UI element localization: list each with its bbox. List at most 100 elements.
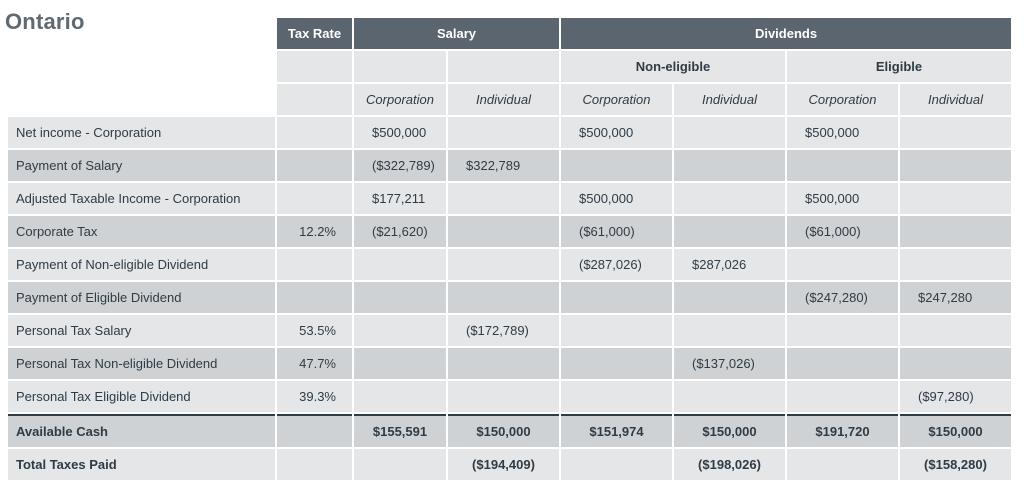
subheader-cell: Individual bbox=[674, 84, 785, 115]
value-cell bbox=[787, 150, 898, 181]
header-blank-cell bbox=[277, 51, 352, 82]
tax-rate-cell bbox=[277, 183, 352, 214]
value-cell: ($61,000) bbox=[561, 216, 672, 247]
value-cell: ($287,026) bbox=[561, 249, 672, 280]
tax-rate-cell bbox=[277, 249, 352, 280]
value-cell bbox=[354, 348, 446, 379]
table-row: Adjusted Taxable Income - Corporation $17… bbox=[8, 183, 1011, 214]
value-cell: $500,000 bbox=[787, 117, 898, 148]
table-row: Personal Tax Eligible Dividend 39.3% ($97,… bbox=[8, 381, 1011, 412]
value-cell bbox=[561, 315, 672, 346]
value-cell bbox=[787, 348, 898, 379]
subheader-cell: Corporation bbox=[787, 84, 898, 115]
table-row: Payment of Non-eligible Dividend ($287,02… bbox=[8, 249, 1011, 280]
header-spacer bbox=[8, 84, 275, 115]
value-cell bbox=[354, 249, 446, 280]
value-cell bbox=[354, 315, 446, 346]
subheader-cell: Individual bbox=[900, 84, 1011, 115]
value-cell: $177,211 bbox=[354, 183, 446, 214]
tax-rate-cell: 53.5% bbox=[277, 315, 352, 346]
value-cell: ($61,000) bbox=[787, 216, 898, 247]
value-cell bbox=[900, 117, 1011, 148]
value-cell: $150,000 bbox=[900, 414, 1011, 447]
header-eligible: Eligible bbox=[787, 51, 1011, 82]
value-cell: $247,280 bbox=[900, 282, 1011, 313]
value-cell bbox=[561, 282, 672, 313]
value-cell bbox=[561, 449, 672, 480]
value-cell: $322,789 bbox=[448, 150, 559, 181]
value-cell: $150,000 bbox=[448, 414, 559, 447]
table-row: Corporate Tax 12.2% ($21,620) ($61,000) ($61… bbox=[8, 216, 1011, 247]
table-row: Payment of Eligible Dividend ($247,280) $2… bbox=[8, 282, 1011, 313]
row-label: Adjusted Taxable Income - Corporation bbox=[8, 183, 275, 214]
tax-rate-cell bbox=[277, 449, 352, 480]
row-label: Corporate Tax bbox=[8, 216, 275, 247]
value-cell: $191,720 bbox=[787, 414, 898, 447]
value-cell: ($158,280) bbox=[900, 449, 1011, 480]
header-blank-cell bbox=[354, 51, 446, 82]
row-label: Personal Tax Eligible Dividend bbox=[8, 381, 275, 412]
row-label: Payment of Salary bbox=[8, 150, 275, 181]
value-cell bbox=[900, 315, 1011, 346]
value-cell bbox=[561, 381, 672, 412]
row-label: Payment of Eligible Dividend bbox=[8, 282, 275, 313]
subheader-cell: Corporation bbox=[354, 84, 446, 115]
value-cell: $500,000 bbox=[354, 117, 446, 148]
value-cell bbox=[448, 282, 559, 313]
table-row: Personal Tax Non-eligible Dividend 47.7% (… bbox=[8, 348, 1011, 379]
value-cell bbox=[448, 249, 559, 280]
header-non-eligible: Non-eligible bbox=[561, 51, 785, 82]
header-spacer bbox=[8, 51, 275, 82]
value-cell: $287,026 bbox=[674, 249, 785, 280]
table-row: Total Taxes Paid ($194,409) ($198,026) ($15… bbox=[8, 449, 1011, 480]
value-cell: $155,591 bbox=[354, 414, 446, 447]
table-row: Available Cash $155,591 $150,000 $151,974 $1… bbox=[8, 414, 1011, 447]
subheader-cell: Corporation bbox=[561, 84, 672, 115]
header-blank-cell bbox=[448, 51, 559, 82]
value-cell bbox=[787, 249, 898, 280]
row-label: Personal Tax Non-eligible Dividend bbox=[8, 348, 275, 379]
tax-rate-cell: 39.3% bbox=[277, 381, 352, 412]
value-cell: ($247,280) bbox=[787, 282, 898, 313]
value-cell bbox=[674, 183, 785, 214]
tax-rate-cell: 47.7% bbox=[277, 348, 352, 379]
value-cell bbox=[900, 348, 1011, 379]
value-cell bbox=[674, 216, 785, 247]
value-cell bbox=[674, 117, 785, 148]
value-cell: $500,000 bbox=[787, 183, 898, 214]
row-label: Available Cash bbox=[8, 414, 275, 447]
table-row: Payment of Salary ($322,789) $322,789 bbox=[8, 150, 1011, 181]
header-salary: Salary bbox=[354, 18, 559, 49]
value-cell bbox=[674, 282, 785, 313]
header-blank-cell bbox=[277, 84, 352, 115]
value-cell bbox=[448, 216, 559, 247]
value-cell bbox=[448, 381, 559, 412]
header-spacer bbox=[8, 18, 275, 49]
value-cell bbox=[674, 381, 785, 412]
tax-rate-cell bbox=[277, 117, 352, 148]
header-dividends: Dividends bbox=[561, 18, 1011, 49]
tax-rate-cell bbox=[277, 150, 352, 181]
row-label: Total Taxes Paid bbox=[8, 449, 275, 480]
value-cell bbox=[674, 150, 785, 181]
value-cell: $151,974 bbox=[561, 414, 672, 447]
value-cell bbox=[354, 381, 446, 412]
value-cell bbox=[900, 150, 1011, 181]
value-cell bbox=[561, 150, 672, 181]
value-cell: $500,000 bbox=[561, 117, 672, 148]
value-cell bbox=[448, 183, 559, 214]
value-cell bbox=[787, 449, 898, 480]
row-label: Net income - Corporation bbox=[8, 117, 275, 148]
table-row: Net income - Corporation $500,000 $500,000… bbox=[8, 117, 1011, 148]
value-cell: ($97,280) bbox=[900, 381, 1011, 412]
tax-rate-cell bbox=[277, 414, 352, 447]
table-row: Personal Tax Salary 53.5% ($172,789) bbox=[8, 315, 1011, 346]
tax-comparison-table: Tax Rate Salary Dividends Non-eligible E… bbox=[6, 16, 1013, 482]
header-tax-rate: Tax Rate bbox=[277, 18, 352, 49]
value-cell bbox=[787, 315, 898, 346]
tax-rate-cell bbox=[277, 282, 352, 313]
tax-rate-cell: 12.2% bbox=[277, 216, 352, 247]
value-cell bbox=[354, 282, 446, 313]
page-title: Ontario bbox=[5, 9, 85, 34]
value-cell: $150,000 bbox=[674, 414, 785, 447]
